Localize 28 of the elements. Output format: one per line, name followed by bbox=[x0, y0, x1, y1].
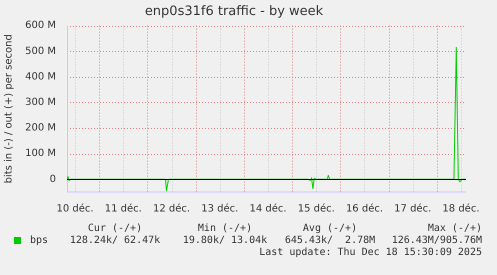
x-tick-label: 18 déc. bbox=[442, 204, 480, 215]
text: Last update: Thu Dec 18 15:30:09 2025 bbox=[259, 247, 482, 259]
text: Avg (-/+) bbox=[302, 223, 358, 235]
text: 128.24k/ 62.47k bbox=[70, 235, 160, 247]
x-tick-label: 11 déc. bbox=[104, 204, 142, 215]
text: 126.43M/905.76M bbox=[392, 235, 482, 247]
x-tick-label: 16 déc. bbox=[346, 204, 384, 215]
x-tick-label: 15 déc. bbox=[298, 204, 335, 215]
x-tick-label: 17 déc. bbox=[394, 204, 432, 215]
x-tick-label: 14 déc. bbox=[249, 204, 287, 215]
y-tick-label: 200 M bbox=[25, 122, 56, 134]
x-tick-label: 13 déc. bbox=[201, 204, 238, 215]
y-axis-title: bits in (-) / out (+) per second bbox=[4, 34, 15, 184]
text: Min (-/+) bbox=[198, 223, 252, 235]
text: Cur (-/+) bbox=[88, 223, 142, 235]
y-tick-label: 600 M bbox=[25, 20, 56, 32]
y-tick-label: 0 bbox=[50, 174, 56, 185]
text: Max (-/+) bbox=[428, 223, 482, 235]
chart-title: enp0s31f6 traffic - by week bbox=[144, 4, 324, 20]
y-tick-label: 100 M bbox=[25, 148, 56, 160]
y-tick-label: 400 M bbox=[25, 71, 56, 82]
x-tick-label: 12 déc. bbox=[152, 204, 190, 215]
legend-label: bps bbox=[30, 235, 48, 246]
y-tick-label: 300 M bbox=[25, 96, 56, 108]
text: 19.80k/ 13.04k bbox=[182, 235, 268, 247]
x-tick-label: 10 déc. bbox=[56, 204, 94, 215]
text: 645.43k/ 2.78M bbox=[284, 235, 376, 247]
y-tick-label: 500 M bbox=[25, 46, 56, 57]
